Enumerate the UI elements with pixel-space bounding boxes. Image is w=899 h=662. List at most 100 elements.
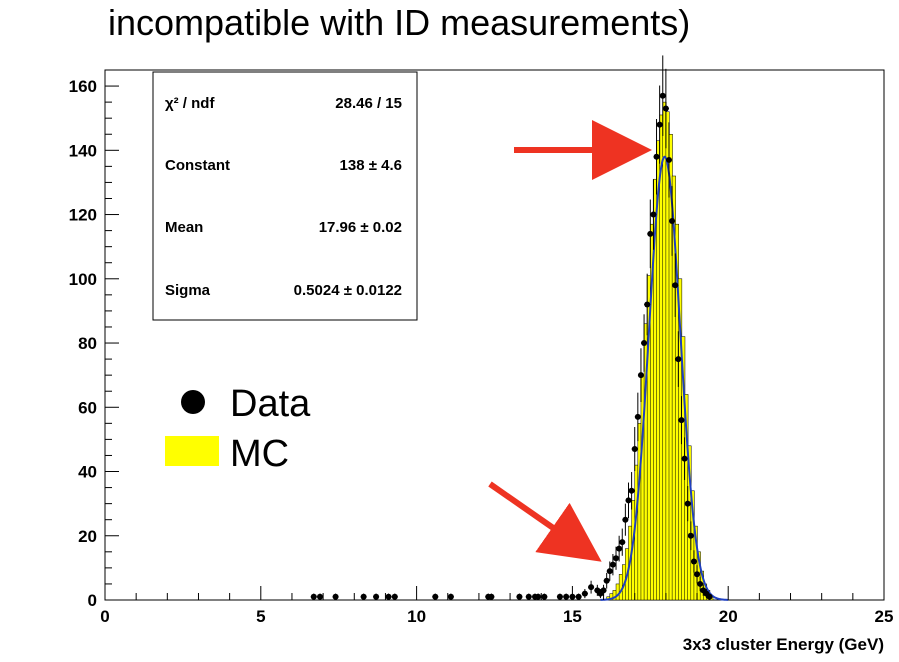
data-point-marker — [622, 516, 629, 523]
data-point — [588, 580, 595, 594]
data-point — [669, 186, 676, 256]
y-tick-label: 140 — [69, 141, 97, 160]
stat-mean-label: Mean — [165, 219, 203, 236]
axes: 0 5 10 15 20 25 0 20 40 60 80 100 120 140 160 — [69, 77, 894, 626]
data-point-marker — [600, 587, 607, 594]
data-point — [391, 593, 398, 600]
data-point — [556, 593, 563, 600]
data-point — [581, 589, 588, 599]
legend-data-label: Data — [230, 383, 311, 425]
data-point-marker — [619, 539, 626, 546]
data-point-marker — [385, 593, 392, 600]
data-point — [678, 396, 685, 445]
data-point — [659, 55, 666, 136]
data-point-marker — [694, 571, 701, 578]
data-point — [488, 593, 495, 600]
data-point-marker — [588, 584, 595, 591]
data-point — [616, 535, 623, 562]
data-point — [385, 593, 392, 600]
data-point — [432, 593, 439, 600]
data-point-marker — [678, 417, 685, 424]
data-point-marker — [609, 561, 616, 568]
data-point-marker — [690, 558, 697, 565]
data-point-marker — [687, 532, 694, 539]
x-tick-label: 0 — [100, 607, 109, 626]
data-point — [606, 561, 613, 581]
data-point-marker — [525, 593, 532, 600]
data-point-marker — [556, 593, 563, 600]
y-tick-label: 60 — [78, 398, 97, 417]
y-tick-label: 40 — [78, 463, 97, 482]
data-point-marker — [488, 593, 495, 600]
data-point-marker — [613, 555, 620, 562]
page-title: incompatible with ID measurements) — [108, 2, 691, 43]
data-point — [619, 528, 626, 556]
data-point-marker — [641, 340, 648, 347]
data-point-marker — [644, 301, 651, 308]
data-point — [653, 118, 660, 195]
y-tick-label: 80 — [78, 334, 97, 353]
data-point-marker — [669, 217, 676, 224]
data-point — [684, 486, 691, 522]
data-point-marker — [581, 590, 588, 597]
data-point-marker — [373, 593, 380, 600]
data-point — [656, 85, 663, 164]
data-point-marker — [535, 593, 542, 600]
data-point — [681, 437, 688, 480]
data-point — [637, 348, 644, 403]
data-point-marker — [672, 282, 679, 289]
tail-arrow — [488, 481, 602, 562]
data-point — [697, 576, 704, 592]
x-tick-label: 15 — [563, 607, 582, 626]
stat-mean-value: 17.96 ± 0.02 — [319, 219, 402, 236]
y-tick-label: 0 — [88, 591, 97, 610]
data-point-marker — [447, 593, 454, 600]
data-point-marker — [360, 593, 367, 600]
legend-data-marker — [181, 390, 205, 414]
data-point-marker — [310, 593, 317, 600]
legend-mc-marker — [165, 436, 219, 466]
data-point — [675, 331, 682, 387]
data-point-marker — [616, 545, 623, 552]
data-point-marker — [628, 487, 635, 494]
data-point-marker — [665, 156, 672, 163]
data-point-marker — [634, 413, 641, 420]
data-point-marker — [575, 593, 582, 600]
data-point — [644, 273, 651, 336]
data-point — [631, 427, 638, 472]
data-point — [634, 392, 641, 442]
data-point — [662, 68, 669, 149]
data-point-marker — [317, 593, 324, 600]
stat-chi2-value: 28.46 / 15 — [335, 95, 402, 112]
data-point — [625, 482, 632, 519]
data-point-marker — [606, 568, 613, 575]
data-points — [310, 55, 713, 600]
data-point — [647, 199, 654, 269]
x-tick-label: 5 — [256, 607, 265, 626]
y-tick-label: 100 — [69, 270, 97, 289]
stat-constant-label: Constant — [165, 157, 230, 174]
y-tick-label: 120 — [69, 206, 97, 225]
data-point-marker — [656, 121, 663, 128]
data-point-marker — [653, 153, 660, 160]
data-point — [694, 565, 701, 584]
y-tick-label: 160 — [69, 77, 97, 96]
stat-sigma-label: Sigma — [165, 282, 211, 299]
data-point — [690, 550, 697, 573]
data-point — [603, 572, 610, 589]
data-point-marker — [541, 593, 548, 600]
fit-curve-line — [600, 155, 729, 601]
data-point-marker — [516, 593, 523, 600]
legend-mc-label: MC — [230, 433, 289, 475]
data-point-marker — [603, 577, 610, 584]
fit-stats-box: χ² / ndf 28.46 / 15 Constant 138 ± 4.6 M… — [152, 71, 418, 321]
data-point — [641, 314, 648, 372]
data-point-marker — [697, 580, 704, 587]
x-tick-label: 10 — [407, 607, 426, 626]
data-point — [317, 593, 324, 600]
data-point — [310, 593, 317, 600]
data-point — [575, 593, 582, 600]
data-point-marker — [681, 455, 688, 462]
data-point — [609, 554, 616, 576]
